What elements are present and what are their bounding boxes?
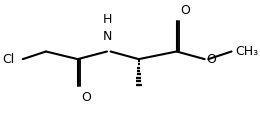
Text: O: O [180,4,190,17]
Text: CH₃: CH₃ [235,45,258,58]
Text: O: O [207,53,217,66]
Text: N: N [102,30,112,43]
Text: H: H [102,13,112,26]
Text: O: O [82,91,92,104]
Text: Cl: Cl [2,53,15,66]
